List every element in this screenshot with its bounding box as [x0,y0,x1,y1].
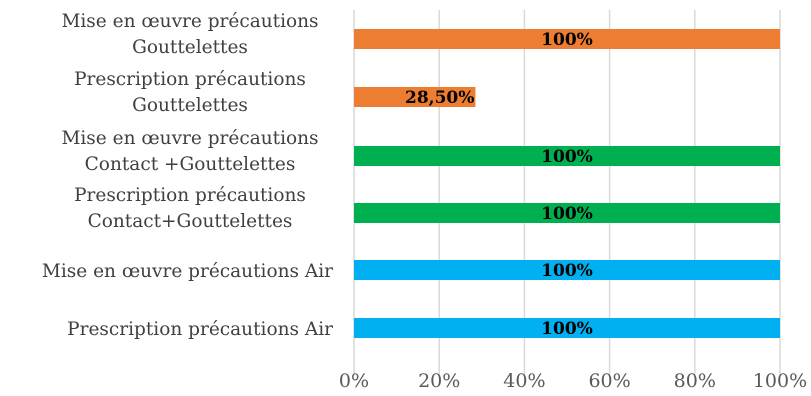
category-label: Mise en œuvre précautions Air [42,261,333,282]
x-tick-label: 100% [753,370,807,392]
data-label: 100% [541,204,593,224]
bar [354,203,780,223]
category-label: Mise en œuvre précautions Contact +Goutte… [61,128,318,175]
category-label: Prescription précautions Contact+Gouttele… [74,185,306,232]
bar [354,260,780,280]
category-label-line: Mise en œuvre précautions [61,11,318,32]
category-label-line: Prescription précautions [74,185,306,206]
bar [354,318,780,338]
data-label: 100% [541,319,593,339]
grid-lines [353,10,781,376]
bars [354,29,780,338]
category-labels: Mise en œuvre précautions GouttelettesPre… [42,11,333,340]
data-label: 100% [541,30,593,50]
category-label-line: Mise en œuvre précautions [61,128,318,149]
category-label-line: Prescription précautions Air [67,319,333,340]
category-label-line: Prescription précautions [74,69,306,90]
data-label: 100% [541,261,593,281]
category-label: Prescription précautions Air [67,319,333,340]
category-label: Prescription précautions Gouttelettes [74,69,306,116]
category-label-line: Gouttelettes [132,37,248,58]
category-label-line: Contact+Gouttelettes [88,211,293,232]
bar [354,29,780,49]
category-label: Mise en œuvre précautions Gouttelettes [61,11,318,58]
x-tick-label: 40% [503,370,545,392]
bar [354,146,780,166]
data-labels: 100% 28,50% 100% 100% 100% 100% [405,30,593,339]
x-tick-label: 60% [588,370,630,392]
x-tick-label: 0% [339,370,369,392]
category-label-line: Mise en œuvre précautions Air [42,261,333,282]
x-tick-label: 20% [418,370,460,392]
x-tick-label: 80% [674,370,716,392]
category-label-line: Gouttelettes [132,95,248,116]
data-label: 100% [541,147,593,167]
bar [354,87,476,107]
x-axis-tick-labels: 0% 20% 40% 60% 80% 100% [339,370,807,392]
category-label-line: Contact +Gouttelettes [85,154,296,175]
data-label: 28,50% [405,88,474,108]
